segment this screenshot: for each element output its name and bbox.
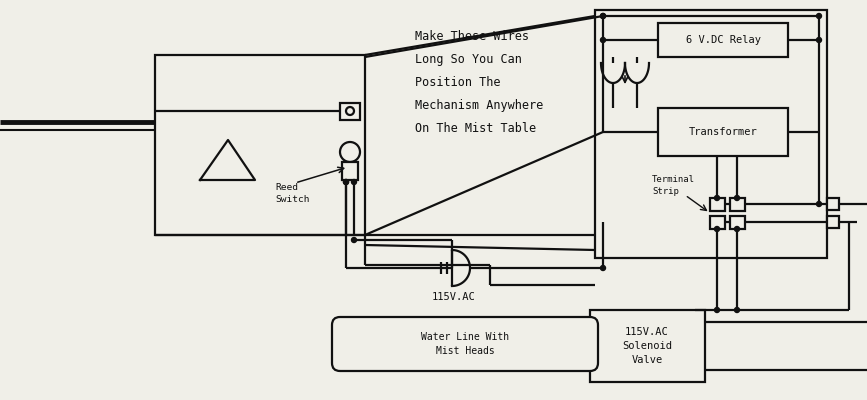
Circle shape — [817, 38, 822, 42]
Bar — [658, 23, 788, 57]
Bar — [155, 55, 365, 235]
Circle shape — [734, 196, 740, 200]
Bar — [340, 103, 360, 120]
Circle shape — [343, 180, 349, 184]
Text: 6 V.DC Relay: 6 V.DC Relay — [686, 35, 760, 45]
Text: Transformer: Transformer — [688, 127, 758, 137]
Circle shape — [817, 14, 822, 18]
Circle shape — [601, 38, 605, 42]
Text: 115V.AC
Solenoid
Valve: 115V.AC Solenoid Valve — [622, 327, 672, 365]
Circle shape — [817, 202, 822, 206]
Circle shape — [601, 266, 605, 270]
Bar — [827, 216, 839, 228]
Circle shape — [601, 14, 605, 18]
Circle shape — [351, 238, 356, 242]
Bar — [590, 310, 705, 382]
Circle shape — [601, 14, 605, 18]
Circle shape — [714, 196, 720, 200]
Bar — [342, 162, 358, 180]
Text: Reed
Switch: Reed Switch — [275, 183, 310, 204]
Text: Make These Wires
Long So You Can
Position The
Mechanism Anywhere
On The Mist Tab: Make These Wires Long So You Can Positio… — [415, 30, 544, 135]
Bar — [658, 108, 788, 156]
Bar — [595, 10, 827, 258]
Bar — [710, 198, 725, 211]
Circle shape — [343, 180, 349, 184]
Circle shape — [351, 180, 356, 184]
Circle shape — [714, 308, 720, 312]
Circle shape — [714, 226, 720, 232]
Bar — [730, 198, 745, 211]
Bar — [730, 216, 745, 229]
Bar — [827, 198, 839, 210]
Circle shape — [734, 226, 740, 232]
Text: 115V.AC: 115V.AC — [432, 292, 476, 302]
Circle shape — [734, 308, 740, 312]
Text: Terminal
Strip: Terminal Strip — [652, 175, 695, 196]
FancyBboxPatch shape — [332, 317, 598, 371]
Text: Water Line With
Mist Heads: Water Line With Mist Heads — [421, 332, 509, 356]
Bar — [710, 216, 725, 229]
